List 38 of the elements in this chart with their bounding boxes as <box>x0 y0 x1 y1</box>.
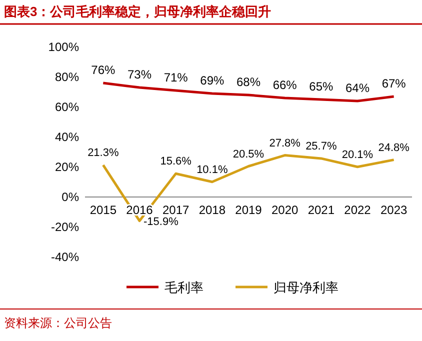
data-label: 76% <box>91 63 116 77</box>
data-label: 20.1% <box>342 148 374 161</box>
data-label: 21.3% <box>88 147 119 160</box>
data-label: 64% <box>345 81 370 95</box>
data-label: 24.8% <box>378 142 410 154</box>
xtick: 2021 <box>308 203 335 217</box>
ytick: 0% <box>62 190 79 204</box>
data-label: 25.7% <box>306 140 337 152</box>
legend-label: 归母净利率 <box>274 280 338 295</box>
data-label: -15.9% <box>144 216 178 228</box>
data-label: 71% <box>164 70 188 84</box>
data-label: 10.1% <box>196 164 228 176</box>
ytick: 20% <box>54 160 79 174</box>
ytick: 60% <box>54 100 79 114</box>
data-label: 67% <box>382 76 406 90</box>
data-label: 20.5% <box>232 148 264 160</box>
xtick: 2019 <box>235 203 262 217</box>
data-label: 27.8% <box>269 137 300 150</box>
ytick: 100% <box>48 40 79 54</box>
xtick: 2020 <box>271 203 298 217</box>
data-label: 15.6% <box>160 156 192 168</box>
title: 图表3：公司毛利率稳定，归母净利率企稳回升 <box>4 4 272 19</box>
data-label: 68% <box>236 75 261 89</box>
data-label: 66% <box>272 78 297 92</box>
ytick: -20% <box>50 220 79 234</box>
xtick: 2022 <box>344 203 371 217</box>
ytick: 40% <box>54 130 79 144</box>
data-label: 65% <box>309 80 334 94</box>
legend-label: 毛利率 <box>164 280 204 295</box>
annotation: 资料来源：公司公告 <box>4 316 112 330</box>
ytick: -40% <box>50 250 79 264</box>
data-label: 73% <box>127 68 152 82</box>
xtick: 2018 <box>198 203 226 217</box>
ytick: 80% <box>54 70 79 84</box>
xtick: 2015 <box>90 203 117 217</box>
data-label: 69% <box>200 74 224 88</box>
xtick: 2023 <box>380 203 408 217</box>
xtick: 2017 <box>162 203 190 217</box>
